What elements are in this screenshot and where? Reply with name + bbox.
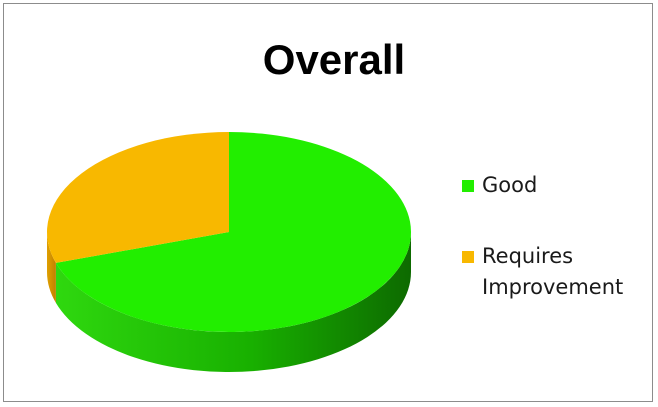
pie-tops — [46, 132, 411, 332]
legend-label-good: Good — [482, 173, 538, 197]
legend-swatch-requires-improvement — [462, 251, 474, 263]
pie-side-good — [55, 232, 411, 372]
legend: Good Requires Improvement — [462, 170, 652, 303]
pie-slice-good — [55, 132, 411, 332]
legend-item-good: Good — [462, 170, 652, 201]
pie-side-requires-improvement — [47, 232, 56, 303]
pie-slice-requires-improvement — [46, 132, 230, 263]
legend-item-requires-improvement: Requires Improvement — [462, 241, 652, 303]
legend-label-requires-improvement: Requires Improvement — [482, 244, 624, 299]
pie-sides — [47, 232, 411, 372]
chart-title: Overall — [262, 36, 406, 83]
legend-swatch-good — [462, 180, 474, 192]
